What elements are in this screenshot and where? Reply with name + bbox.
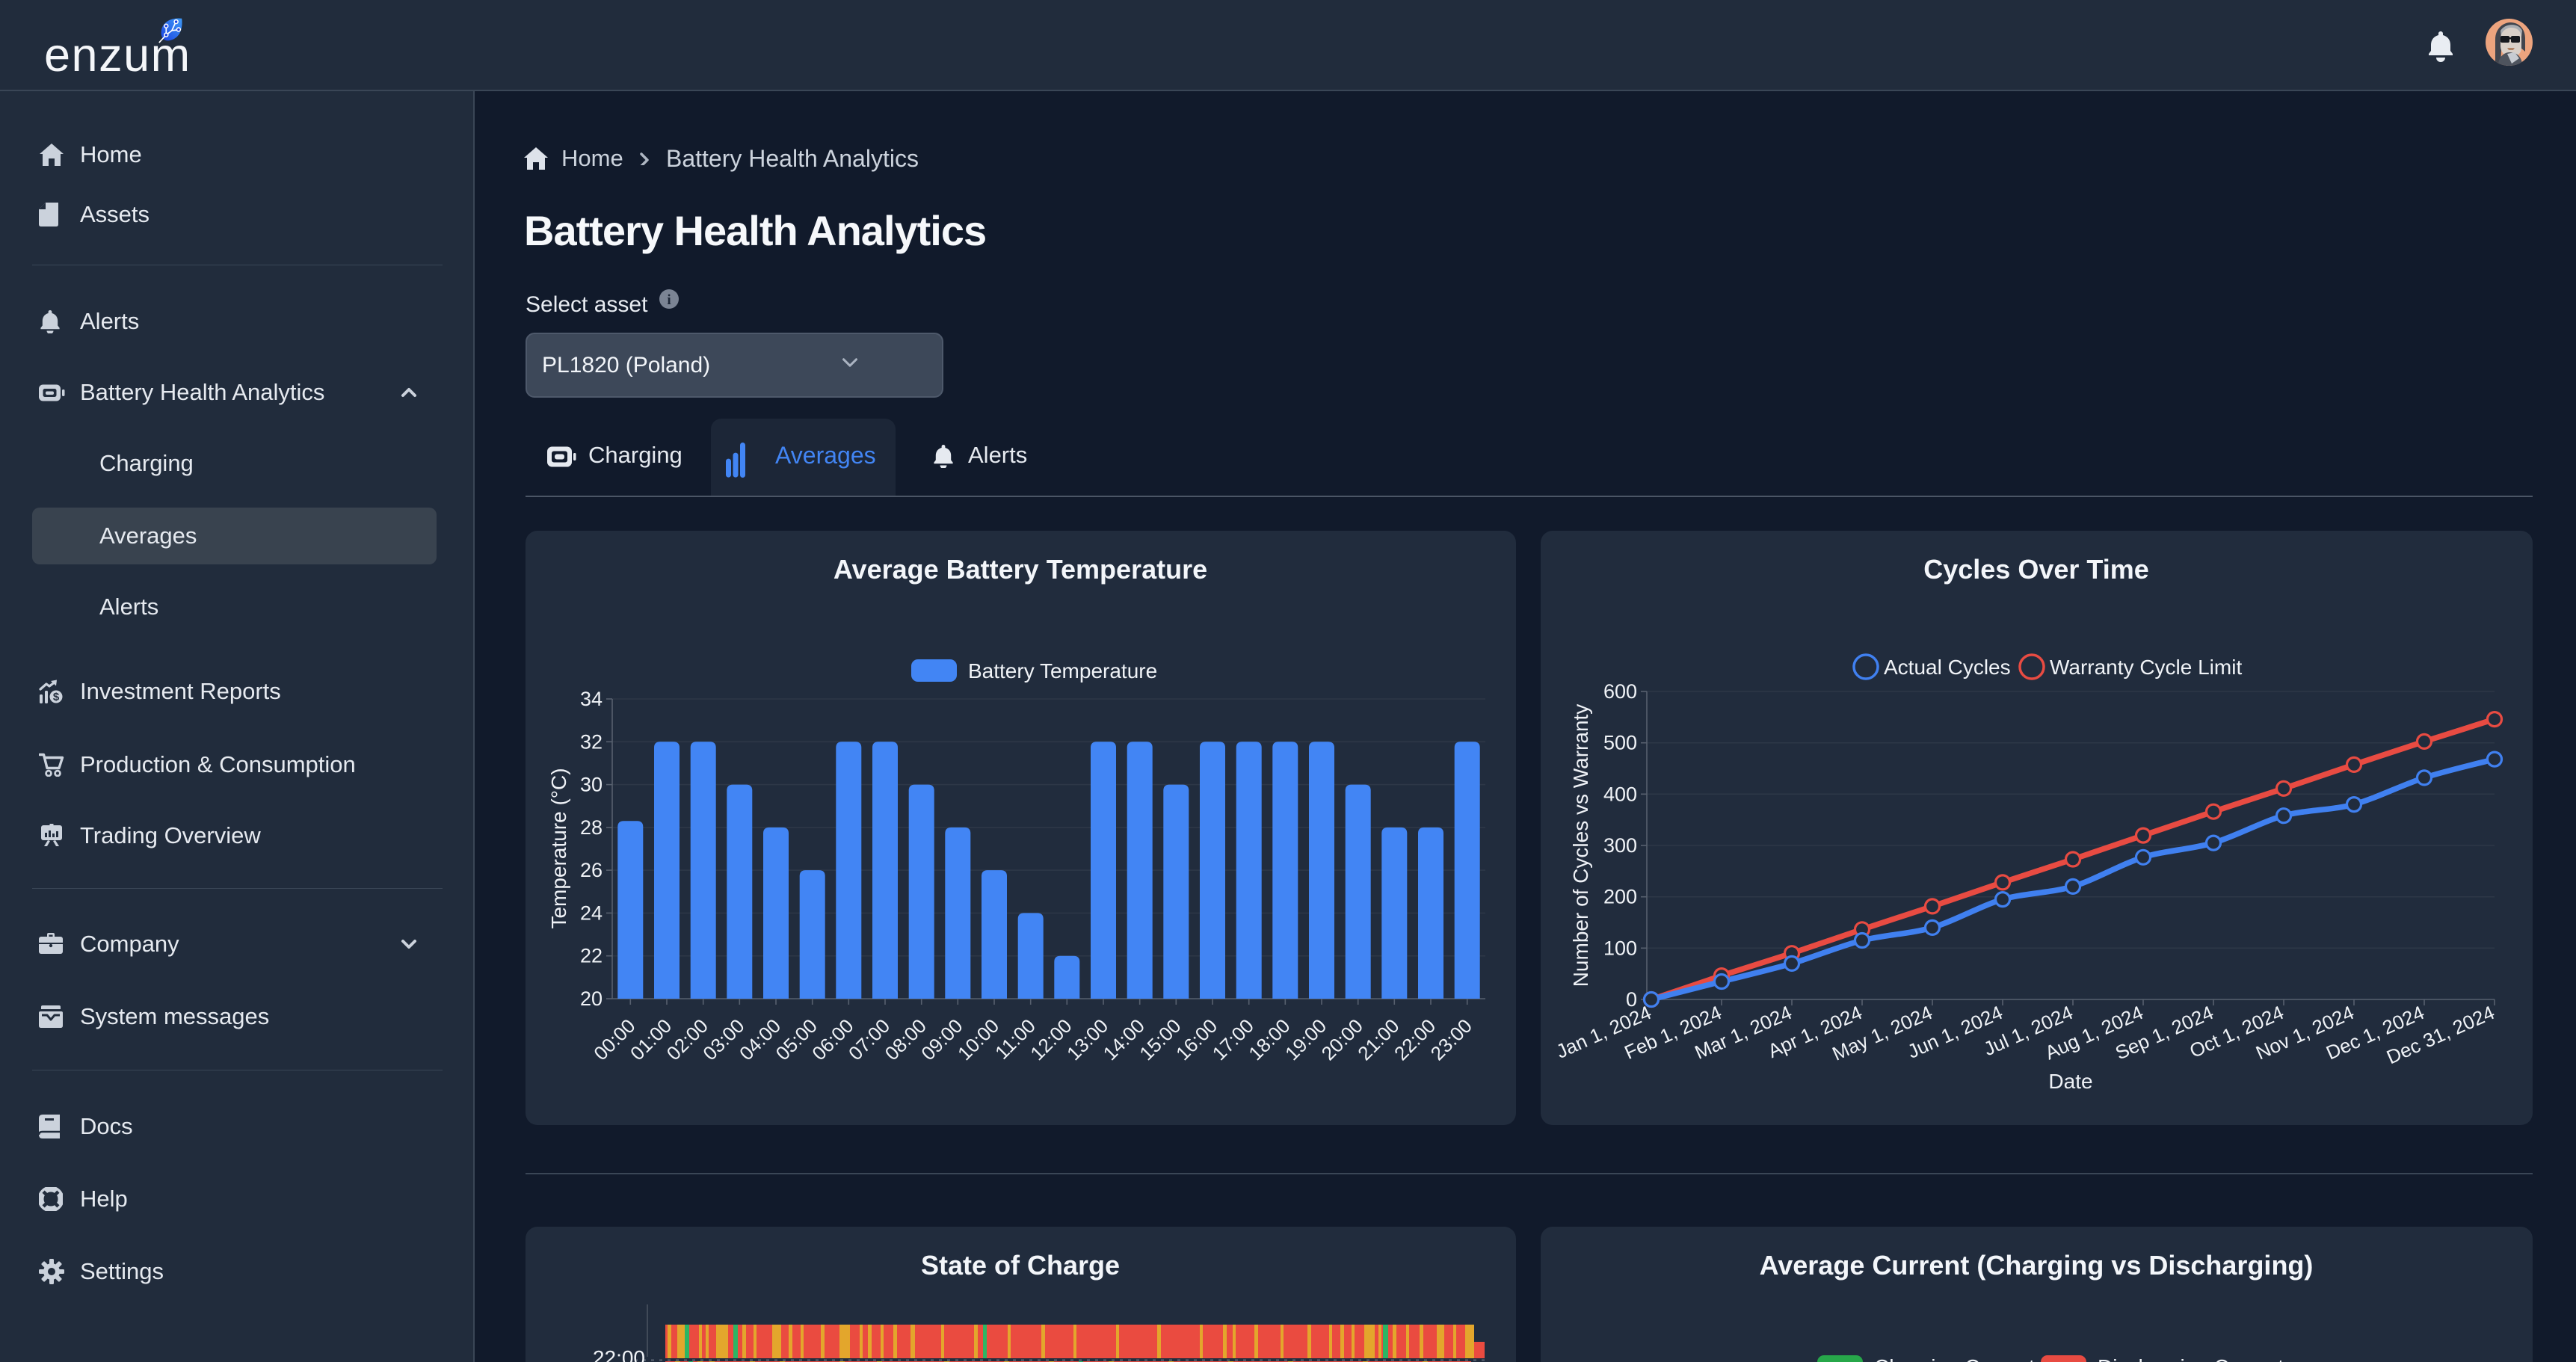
svg-text:24: 24 — [580, 902, 603, 924]
svg-text:15:00: 15:00 — [1135, 1014, 1185, 1064]
svg-text:02:00: 02:00 — [662, 1014, 712, 1064]
svg-text:300: 300 — [1603, 834, 1637, 857]
svg-text:03:00: 03:00 — [698, 1014, 748, 1064]
svg-text:30: 30 — [580, 774, 603, 796]
svg-text:500: 500 — [1603, 732, 1637, 754]
svg-text:State of Charge: State of Charge — [921, 1250, 1120, 1281]
svg-text:Temperature (°C): Temperature (°C) — [547, 768, 570, 928]
svg-text:20:00: 20:00 — [1317, 1014, 1367, 1064]
svg-text:Number of Cycles vs Warranty: Number of Cycles vs Warranty — [1569, 704, 1592, 987]
svg-text:16:00: 16:00 — [1171, 1014, 1221, 1064]
svg-text:01:00: 01:00 — [626, 1014, 676, 1064]
svg-text:26: 26 — [580, 859, 603, 881]
svg-text:10:00: 10:00 — [953, 1014, 1003, 1064]
svg-text:28: 28 — [580, 816, 603, 839]
svg-text:100: 100 — [1603, 937, 1637, 959]
svg-text:07:00: 07:00 — [844, 1014, 894, 1064]
svg-text:14:00: 14:00 — [1099, 1014, 1149, 1064]
svg-text:$: $ — [53, 691, 60, 703]
svg-text:18:00: 18:00 — [1244, 1014, 1294, 1064]
svg-text:32: 32 — [580, 730, 603, 753]
svg-text:Warranty Cycle Limit: Warranty Cycle Limit — [2050, 656, 2242, 679]
svg-text:23:00: 23:00 — [1426, 1014, 1476, 1064]
svg-text:00:00: 00:00 — [589, 1014, 639, 1064]
svg-text:06:00: 06:00 — [807, 1014, 857, 1064]
svg-text:34: 34 — [580, 688, 603, 710]
svg-text:20: 20 — [580, 987, 603, 1010]
svg-text:22:00: 22:00 — [1390, 1014, 1440, 1064]
svg-text:200: 200 — [1603, 886, 1637, 908]
svg-text:Discharging Current: Discharging Current — [2098, 1355, 2284, 1362]
svg-text:600: 600 — [1603, 680, 1637, 703]
svg-text:17:00: 17:00 — [1208, 1014, 1258, 1064]
svg-text:Actual Cycles: Actual Cycles — [1884, 656, 2011, 679]
svg-text:400: 400 — [1603, 783, 1637, 805]
svg-text:Average Current (Charging vs D: Average Current (Charging vs Discharging… — [1760, 1250, 2314, 1281]
svg-text:19:00: 19:00 — [1281, 1014, 1331, 1064]
svg-text:Date: Date — [2048, 1070, 2092, 1093]
svg-text:Battery Temperature: Battery Temperature — [968, 659, 1157, 682]
svg-text:Cycles Over Time: Cycles Over Time — [1923, 554, 2149, 585]
svg-text:i: i — [667, 292, 671, 308]
svg-text:04:00: 04:00 — [735, 1014, 785, 1064]
svg-text:Average Battery Temperature: Average Battery Temperature — [833, 554, 1207, 585]
svg-text:12:00: 12:00 — [1026, 1014, 1076, 1064]
svg-text:09:00: 09:00 — [916, 1014, 967, 1064]
svg-text:22: 22 — [580, 945, 603, 967]
svg-text:13:00: 13:00 — [1062, 1014, 1112, 1064]
svg-text:21:00: 21:00 — [1353, 1014, 1403, 1064]
svg-text:0: 0 — [1626, 988, 1637, 1011]
svg-text:22:00: 22:00 — [593, 1346, 645, 1362]
svg-text:08:00: 08:00 — [881, 1014, 931, 1064]
svg-text:05:00: 05:00 — [771, 1014, 822, 1064]
svg-text:Charging Current: Charging Current — [1874, 1355, 2035, 1362]
